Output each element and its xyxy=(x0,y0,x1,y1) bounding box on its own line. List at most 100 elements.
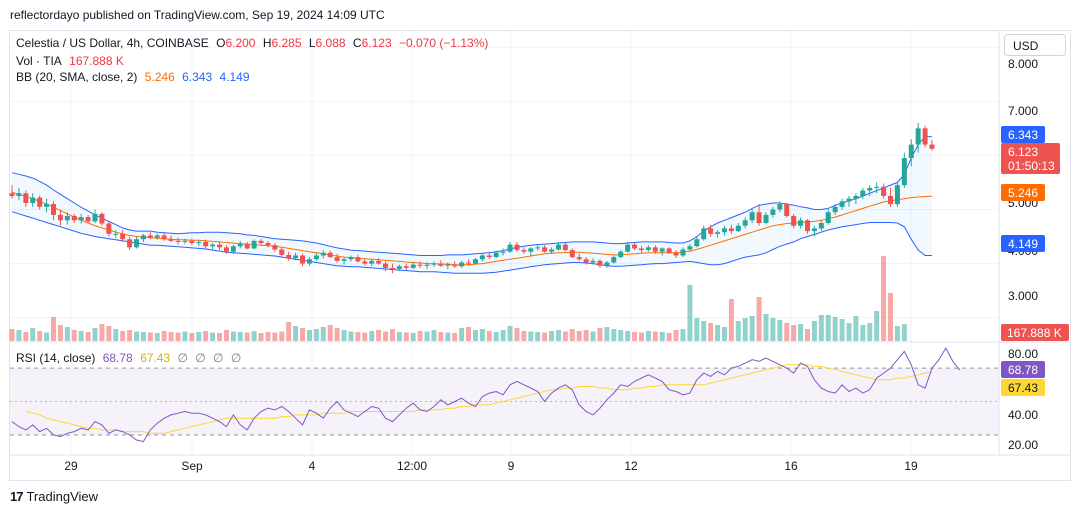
rsi-empty-value: ∅ xyxy=(230,351,242,365)
volume-bar xyxy=(652,331,658,341)
volume-bar xyxy=(528,331,534,341)
volume-bar xyxy=(161,331,167,341)
rsi-axis[interactable]: 80.00 68.78 67.43 40.00 20.00 xyxy=(1001,347,1045,452)
candle-body xyxy=(853,195,859,199)
volume-bar xyxy=(306,330,312,341)
candle-body xyxy=(922,128,928,145)
candle-body xyxy=(756,212,762,224)
volume-bar xyxy=(410,333,416,341)
candle-body xyxy=(272,245,278,250)
chart-frame xyxy=(9,30,1071,481)
bollinger-upper-line xyxy=(11,135,933,256)
volume-bar xyxy=(182,331,188,341)
candle-body xyxy=(777,204,783,210)
volume-bar xyxy=(348,331,354,341)
volume-bar xyxy=(64,327,70,341)
volume-bar xyxy=(37,331,43,341)
legend-close: C6.123 xyxy=(353,36,392,50)
volume-bar xyxy=(51,317,57,341)
candle-body xyxy=(735,225,741,232)
volume-bar xyxy=(466,327,472,341)
candle-body xyxy=(652,247,658,252)
candle-body xyxy=(680,249,686,256)
candle-body xyxy=(611,257,617,263)
close-value: 6.123 xyxy=(361,36,392,50)
volume-bar xyxy=(625,331,631,341)
time-tick-label: 12:00 xyxy=(397,459,427,473)
volume-bar xyxy=(92,328,98,341)
volume-bar xyxy=(576,331,582,341)
legend-volume[interactable]: Vol · TIA 167.888 K xyxy=(16,54,128,68)
volume-bar xyxy=(818,315,824,341)
currency-button[interactable]: USD xyxy=(1004,34,1066,56)
volume-bar xyxy=(666,333,672,341)
price-tick-label: 8.000 xyxy=(1008,57,1038,71)
candle-body xyxy=(113,233,119,235)
volume-bar xyxy=(383,331,389,341)
legend-bollinger[interactable]: BB (20, SMA, close, 2) 5.246 6.343 4.149 xyxy=(16,70,254,84)
volume-bar xyxy=(673,330,679,341)
rsi-tick-label: 80.00 xyxy=(1008,347,1038,361)
bb-label: BB (20, SMA, close, 2) xyxy=(16,70,138,84)
price-pane-background xyxy=(10,31,999,342)
candle-body xyxy=(894,185,900,205)
volume-bar xyxy=(369,331,375,341)
candle-body xyxy=(535,247,541,249)
candle-body xyxy=(203,241,209,247)
candle-body xyxy=(728,228,734,232)
candle-body xyxy=(798,220,804,226)
high-value: 6.285 xyxy=(271,36,302,50)
volume-bar xyxy=(44,332,50,341)
legend-open: O6.200 xyxy=(216,36,255,50)
candle-body xyxy=(334,257,340,261)
time-axis[interactable]: 29 Sep 4 12:00 9 12 16 19 xyxy=(64,459,918,473)
candle-body xyxy=(44,204,50,207)
volume-bar xyxy=(555,330,561,341)
legend-rsi[interactable]: RSI (14, close) 68.78 67.43 ∅ ∅ ∅ ∅ xyxy=(16,351,245,365)
bb-lower-badge xyxy=(1001,235,1045,252)
candle-body xyxy=(770,209,776,215)
rsi-ma-value: 67.43 xyxy=(140,351,171,365)
candle-body xyxy=(389,267,395,269)
candle-body xyxy=(78,217,84,221)
rsi-value-badge-text: 68.78 xyxy=(1008,363,1038,377)
volume-bar xyxy=(196,332,202,341)
volume-bar xyxy=(694,318,700,341)
bb-upper-value: 6.343 xyxy=(182,70,213,84)
volume-bar xyxy=(327,325,333,341)
bb-basis-value: 5.246 xyxy=(144,70,175,84)
bollinger-lower-line xyxy=(11,211,932,274)
volume-bar xyxy=(154,333,160,341)
open-label: O xyxy=(216,36,226,50)
volume-bar xyxy=(23,332,29,341)
volume-bar xyxy=(147,332,153,341)
volume-bar xyxy=(867,323,873,341)
candle-body xyxy=(396,266,402,269)
candle-body xyxy=(715,232,721,234)
volume-bar xyxy=(376,330,382,341)
candle-body xyxy=(708,228,714,234)
candle-body xyxy=(804,220,810,232)
candle-body xyxy=(265,243,271,246)
volume-bar xyxy=(230,331,236,341)
time-tick-label: Sep xyxy=(181,459,203,473)
volume-bar xyxy=(618,330,624,341)
volume-bar xyxy=(486,331,492,341)
volume-bar xyxy=(645,331,651,341)
volume-bar xyxy=(293,326,299,341)
volume-bar xyxy=(832,317,838,341)
candle-body xyxy=(500,251,506,253)
candle-body xyxy=(182,240,188,242)
volume-bar xyxy=(127,330,133,341)
candle-body xyxy=(542,247,548,252)
volume-bar xyxy=(638,332,644,341)
candle-body xyxy=(763,214,769,224)
candle-body xyxy=(521,250,527,252)
volume-bar xyxy=(286,322,292,341)
candle-body xyxy=(549,249,555,252)
candle-body xyxy=(846,198,852,202)
legend-ohlc[interactable]: Celestia / US Dollar, 4h, COINBASE O6.20… xyxy=(16,36,492,50)
candle-body xyxy=(327,252,333,258)
price-axis[interactable]: 8.000 7.000 5.000 4.000 3.000 xyxy=(1008,57,1038,303)
